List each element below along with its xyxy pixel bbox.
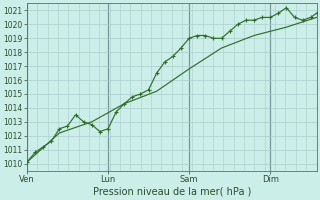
X-axis label: Pression niveau de la mer( hPa ): Pression niveau de la mer( hPa )	[92, 187, 251, 197]
